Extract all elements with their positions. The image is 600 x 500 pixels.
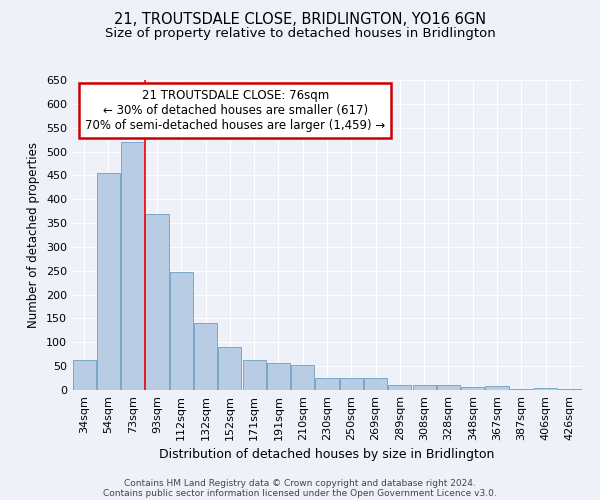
Bar xyxy=(559,388,581,390)
Text: Size of property relative to detached houses in Bridlington: Size of property relative to detached ho… xyxy=(104,28,496,40)
Text: 21 TROUTSDALE CLOSE: 76sqm
← 30% of detached houses are smaller (617)
70% of sem: 21 TROUTSDALE CLOSE: 76sqm ← 30% of deta… xyxy=(85,90,385,132)
Text: 21, TROUTSDALE CLOSE, BRIDLINGTON, YO16 6GN: 21, TROUTSDALE CLOSE, BRIDLINGTON, YO16 … xyxy=(114,12,486,28)
Y-axis label: Number of detached properties: Number of detached properties xyxy=(28,142,40,328)
Bar xyxy=(170,272,193,390)
Text: Contains public sector information licensed under the Open Government Licence v3: Contains public sector information licen… xyxy=(103,488,497,498)
Bar xyxy=(145,214,169,390)
Bar xyxy=(291,364,314,390)
Bar xyxy=(340,378,363,390)
Bar xyxy=(73,360,95,390)
Bar xyxy=(267,364,290,390)
Bar xyxy=(121,142,144,390)
Bar xyxy=(316,378,338,390)
Bar xyxy=(413,385,436,390)
Bar xyxy=(97,173,120,390)
Bar xyxy=(218,346,241,390)
Bar xyxy=(242,360,266,390)
Bar xyxy=(388,385,412,390)
Bar xyxy=(510,388,533,390)
X-axis label: Distribution of detached houses by size in Bridlington: Distribution of detached houses by size … xyxy=(160,448,494,462)
Text: Contains HM Land Registry data © Crown copyright and database right 2024.: Contains HM Land Registry data © Crown c… xyxy=(124,478,476,488)
Bar xyxy=(194,323,217,390)
Bar xyxy=(461,387,484,390)
Bar xyxy=(364,378,387,390)
Bar xyxy=(534,388,557,390)
Bar xyxy=(437,385,460,390)
Bar xyxy=(485,386,509,390)
